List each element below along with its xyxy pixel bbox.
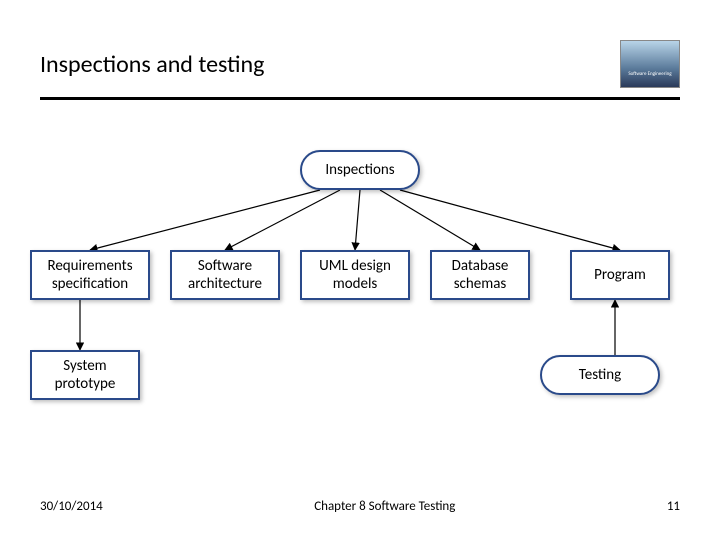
node-uml: UML designmodels xyxy=(300,250,410,300)
edge-inspections-req xyxy=(90,190,320,250)
node-req: Requirementsspecification xyxy=(30,250,150,300)
edge-inspections-arch xyxy=(225,190,340,250)
node-db: Databaseschemas xyxy=(430,250,530,300)
edge-inspections-program xyxy=(400,190,620,250)
node-program: Program xyxy=(570,250,670,300)
node-proto: Systemprototype xyxy=(30,350,140,400)
edge-inspections-uml xyxy=(355,190,360,250)
edge-inspections-db xyxy=(380,190,480,250)
logo-text: Software Engineering xyxy=(628,71,671,77)
footer-date: 30/10/2014 xyxy=(40,499,103,514)
node-testing: Testing xyxy=(540,355,660,395)
inspections-testing-diagram: Inspections Requirementsspecification Soft… xyxy=(20,140,700,420)
slide-title: Inspections and testing xyxy=(40,50,680,79)
title-rule xyxy=(40,97,680,100)
node-arch: Softwarearchitecture xyxy=(170,250,280,300)
footer-chapter: Chapter 8 Software Testing xyxy=(314,499,455,514)
footer-page: 11 xyxy=(667,499,680,514)
node-inspections: Inspections xyxy=(300,150,420,190)
slide-footer: 30/10/2014 Chapter 8 Software Testing 11 xyxy=(40,499,680,514)
book-cover-logo: Software Engineering xyxy=(620,40,680,88)
title-area: Inspections and testing xyxy=(40,50,680,100)
